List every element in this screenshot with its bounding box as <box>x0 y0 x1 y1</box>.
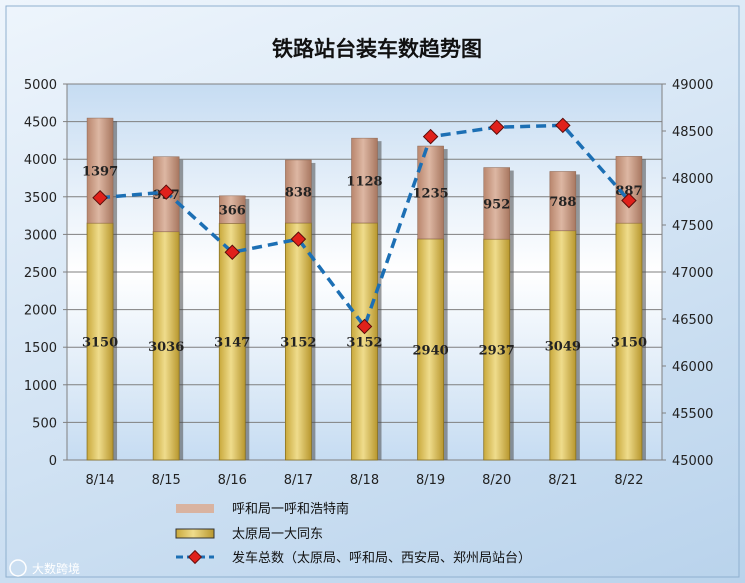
y-right-tick-label: 47500 <box>672 219 713 234</box>
bar-taiyuan <box>417 238 445 461</box>
y-right-tick-label: 46500 <box>672 313 713 328</box>
bar-huhe <box>351 137 378 224</box>
y-right-tick-label: 45500 <box>672 407 713 422</box>
legend-marker-total <box>187 549 203 565</box>
data-label-taiyuan: 2937 <box>479 344 515 359</box>
data-label-taiyuan: 3152 <box>280 335 316 350</box>
data-label-huhe: 366 <box>219 204 246 219</box>
bar-taiyuan <box>483 238 511 461</box>
legend-label-total: 发车总数（太原局、呼和局、西安局、郑州局站台） <box>232 550 531 566</box>
y-left-tick-label: 3500 <box>24 191 57 206</box>
total-marker <box>92 189 108 206</box>
line-layer <box>92 117 637 335</box>
total-marker <box>356 318 373 335</box>
data-label-huhe: 838 <box>285 185 312 200</box>
total-marker <box>422 128 439 145</box>
y-right-tick-label: 45000 <box>672 454 713 469</box>
total-line <box>99 123 631 329</box>
chart-title: 铁路站台装车数趋势图 <box>272 36 482 61</box>
y-left-tick-label: 2000 <box>24 304 57 319</box>
y-right-tick-label: 46000 <box>672 360 713 375</box>
y-right-tick-label: 47000 <box>672 266 713 281</box>
y-left-tick-label: 500 <box>32 416 57 431</box>
data-label-huhe: 1128 <box>346 175 382 190</box>
x-tick-label: 8/16 <box>218 473 247 488</box>
data-label-taiyuan: 2940 <box>413 343 449 358</box>
y-right-tick-label: 49000 <box>672 78 713 93</box>
y-left-tick-label: 3000 <box>24 228 57 243</box>
data-label-huhe: 952 <box>483 197 510 212</box>
x-tick-label: 8/18 <box>350 473 379 488</box>
legend-swatch-taiyuan <box>175 528 215 539</box>
axis-layer: 0 500 1000 1500 2000 2500 3000 3500 4000 4500 5000… <box>24 78 713 488</box>
y-right-tick-label: 48000 <box>672 172 713 187</box>
data-label-taiyuan: 3036 <box>148 340 184 355</box>
x-tick-label: 8/17 <box>284 473 313 488</box>
labels-layer: 3150139730369973147366315283831521128294… <box>82 165 647 359</box>
bar-taiyuan <box>152 231 180 461</box>
total-marker <box>488 119 505 136</box>
watermark-logo-icon <box>9 559 27 577</box>
bars-layer <box>86 117 646 461</box>
x-tick-label: 8/19 <box>416 473 445 488</box>
bar-huhe <box>549 171 577 231</box>
bar-taiyuan <box>284 222 312 461</box>
y-left-tick-label: 5000 <box>24 78 57 93</box>
bar-huhe <box>483 167 510 240</box>
x-tick-label: 8/14 <box>85 473 114 488</box>
legend: 呼和局一呼和浩特南 太原局一大同东 发车总数（太原局、呼和局、西安局、郑州局站台… <box>175 501 531 566</box>
total-marker <box>555 117 571 134</box>
bar-taiyuan <box>615 222 643 461</box>
y-left-tick-label: 0 <box>49 454 57 469</box>
data-label-taiyuan: 3147 <box>214 336 250 351</box>
chart-frame <box>5 5 740 578</box>
data-label-huhe: 1397 <box>82 165 118 180</box>
data-label-taiyuan: 3150 <box>82 336 118 351</box>
x-tick-label: 8/20 <box>482 473 511 488</box>
legend-label-huhe: 呼和局一呼和浩特南 <box>232 501 349 517</box>
data-label-taiyuan: 3150 <box>611 336 647 351</box>
watermark: 大数跨境 <box>9 559 80 577</box>
total-marker <box>290 231 307 247</box>
total-marker <box>621 192 637 209</box>
bar-huhe <box>417 145 444 240</box>
y-left-tick-label: 1000 <box>24 379 57 394</box>
bar-huhe <box>285 159 312 224</box>
bar-huhe <box>219 195 246 224</box>
data-label-huhe: 788 <box>549 195 576 210</box>
data-label-huhe: 1235 <box>413 186 449 201</box>
watermark-text: 大数跨境 <box>32 561 80 576</box>
y-right-tick-label: 48500 <box>672 125 713 140</box>
data-label-taiyuan: 3049 <box>545 339 581 354</box>
y-left-tick-label: 4500 <box>24 116 57 131</box>
y-left-tick-label: 2500 <box>24 266 57 281</box>
data-label-taiyuan: 3152 <box>346 335 382 350</box>
x-tick-label: 8/15 <box>152 473 181 488</box>
x-tick-label: 8/22 <box>614 473 643 488</box>
x-tick-label: 8/21 <box>548 473 577 488</box>
total-marker <box>224 244 241 261</box>
y-left-tick-label: 4000 <box>24 153 57 168</box>
bar-huhe <box>86 117 114 224</box>
legend-label-taiyuan: 太原局一大同东 <box>232 527 323 542</box>
legend-swatch-huhe <box>176 504 214 513</box>
y-left-tick-label: 1500 <box>24 341 57 356</box>
total-marker <box>158 184 174 200</box>
